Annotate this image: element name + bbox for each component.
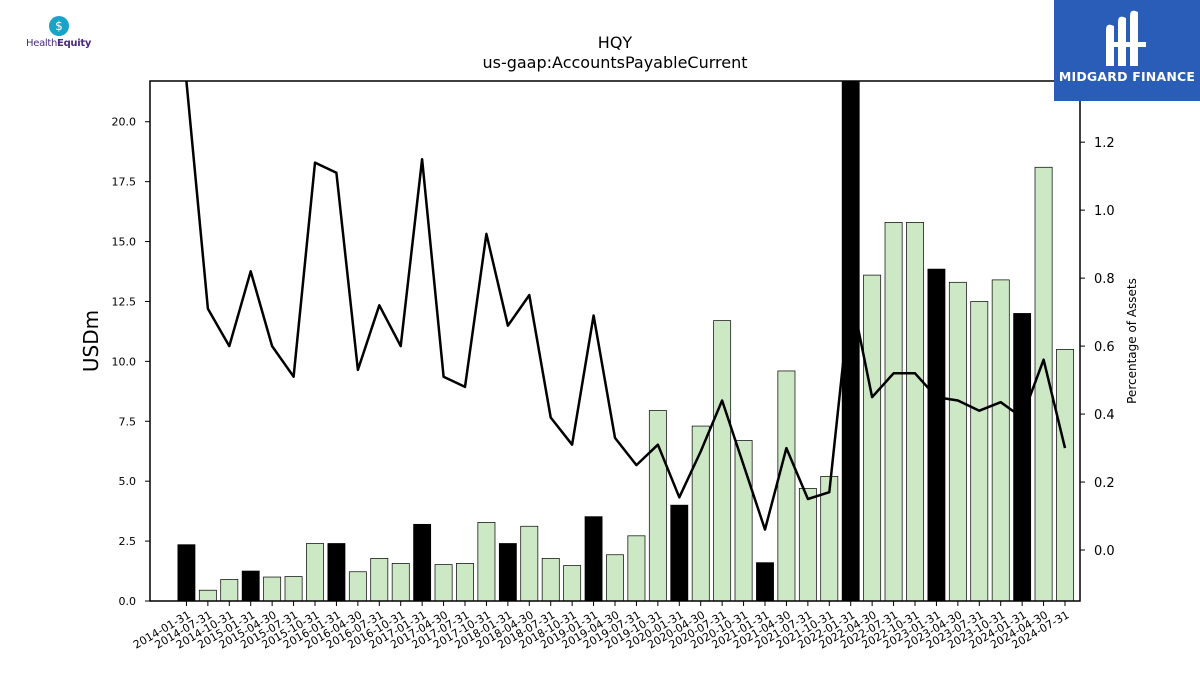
bar-group (177, 80, 1074, 602)
bar (713, 320, 732, 602)
bar (1056, 349, 1074, 602)
y-axis-right: 0.0 0.2 0.4 0.6 0.8 1.0 1.2 (1080, 136, 1115, 559)
bar (306, 543, 324, 602)
y2-tick-label: 0.4 (1094, 408, 1115, 423)
bar (991, 279, 1010, 602)
bar (348, 571, 367, 602)
bar (670, 504, 689, 602)
bar (756, 562, 774, 602)
bar (284, 576, 303, 602)
bar (520, 525, 539, 602)
bar (970, 301, 989, 602)
healthequity-logo: $ HealthEquity (22, 14, 102, 58)
bar (798, 488, 817, 602)
bar (391, 563, 410, 602)
bar (327, 543, 346, 602)
bar (906, 222, 924, 602)
bar (606, 554, 624, 602)
bar (198, 589, 217, 602)
y2-axis-label: Percentage of Assets (1125, 278, 1139, 404)
healthequity-logo-icon: $ (49, 16, 69, 36)
y2-tick-label: 0.6 (1094, 340, 1115, 355)
bar (1013, 313, 1032, 602)
chart-title: HQY (598, 33, 633, 52)
bar (884, 222, 903, 602)
y-tick-label: 7.5 (119, 415, 137, 428)
y-tick-label: 0.0 (119, 595, 137, 608)
y-tick-label: 10.0 (112, 355, 137, 368)
y2-tick-label: 0.0 (1094, 544, 1115, 559)
bar (863, 274, 882, 602)
bar (627, 535, 646, 602)
y-tick-label: 20.0 (112, 116, 137, 129)
y-tick-label: 12.5 (112, 295, 137, 308)
bar (477, 522, 496, 602)
bar (777, 370, 796, 602)
bar (584, 516, 603, 602)
bar (563, 565, 582, 602)
y2-tick-label: 1.0 (1094, 204, 1115, 219)
midgard-finance-logo-icon (1106, 10, 1146, 67)
bar (948, 281, 967, 602)
bar (220, 579, 239, 602)
bar (456, 563, 474, 602)
x-axis: 2014-01-312014-07-312014-10-312015-01-31… (131, 601, 1072, 652)
y-tick-label: 2.5 (119, 535, 137, 548)
y-axis-label: USDm (79, 310, 103, 372)
midgard-finance-logo-text: MIDGARD FINANCE (1058, 69, 1196, 84)
bar (648, 410, 667, 602)
bar (370, 557, 389, 602)
y-tick-label: 5.0 (119, 475, 137, 488)
midgard-finance-logo: MIDGARD FINANCE (1054, 0, 1200, 101)
healthequity-logo-text: HealthEquity (26, 38, 92, 49)
bar (498, 543, 517, 602)
bar (241, 570, 260, 602)
chart-subtitle: us-gaap:AccountsPayableCurrent (482, 53, 747, 72)
y2-tick-label: 0.2 (1094, 476, 1115, 491)
y-tick-label: 17.5 (112, 176, 137, 189)
y-tick-label: 15.0 (112, 236, 137, 249)
bar (177, 544, 196, 602)
bar (541, 557, 560, 602)
bar (263, 576, 282, 602)
y-axis-left: 0.0 2.5 5.0 7.5 10.0 12.5 15.0 17.5 20.0 (112, 116, 150, 608)
y2-tick-label: 0.8 (1094, 272, 1115, 287)
bar (434, 564, 453, 602)
percentage-line (185, 80, 1067, 531)
bar (413, 523, 432, 602)
bar (927, 268, 946, 602)
y2-tick-label: 1.2 (1094, 136, 1115, 151)
